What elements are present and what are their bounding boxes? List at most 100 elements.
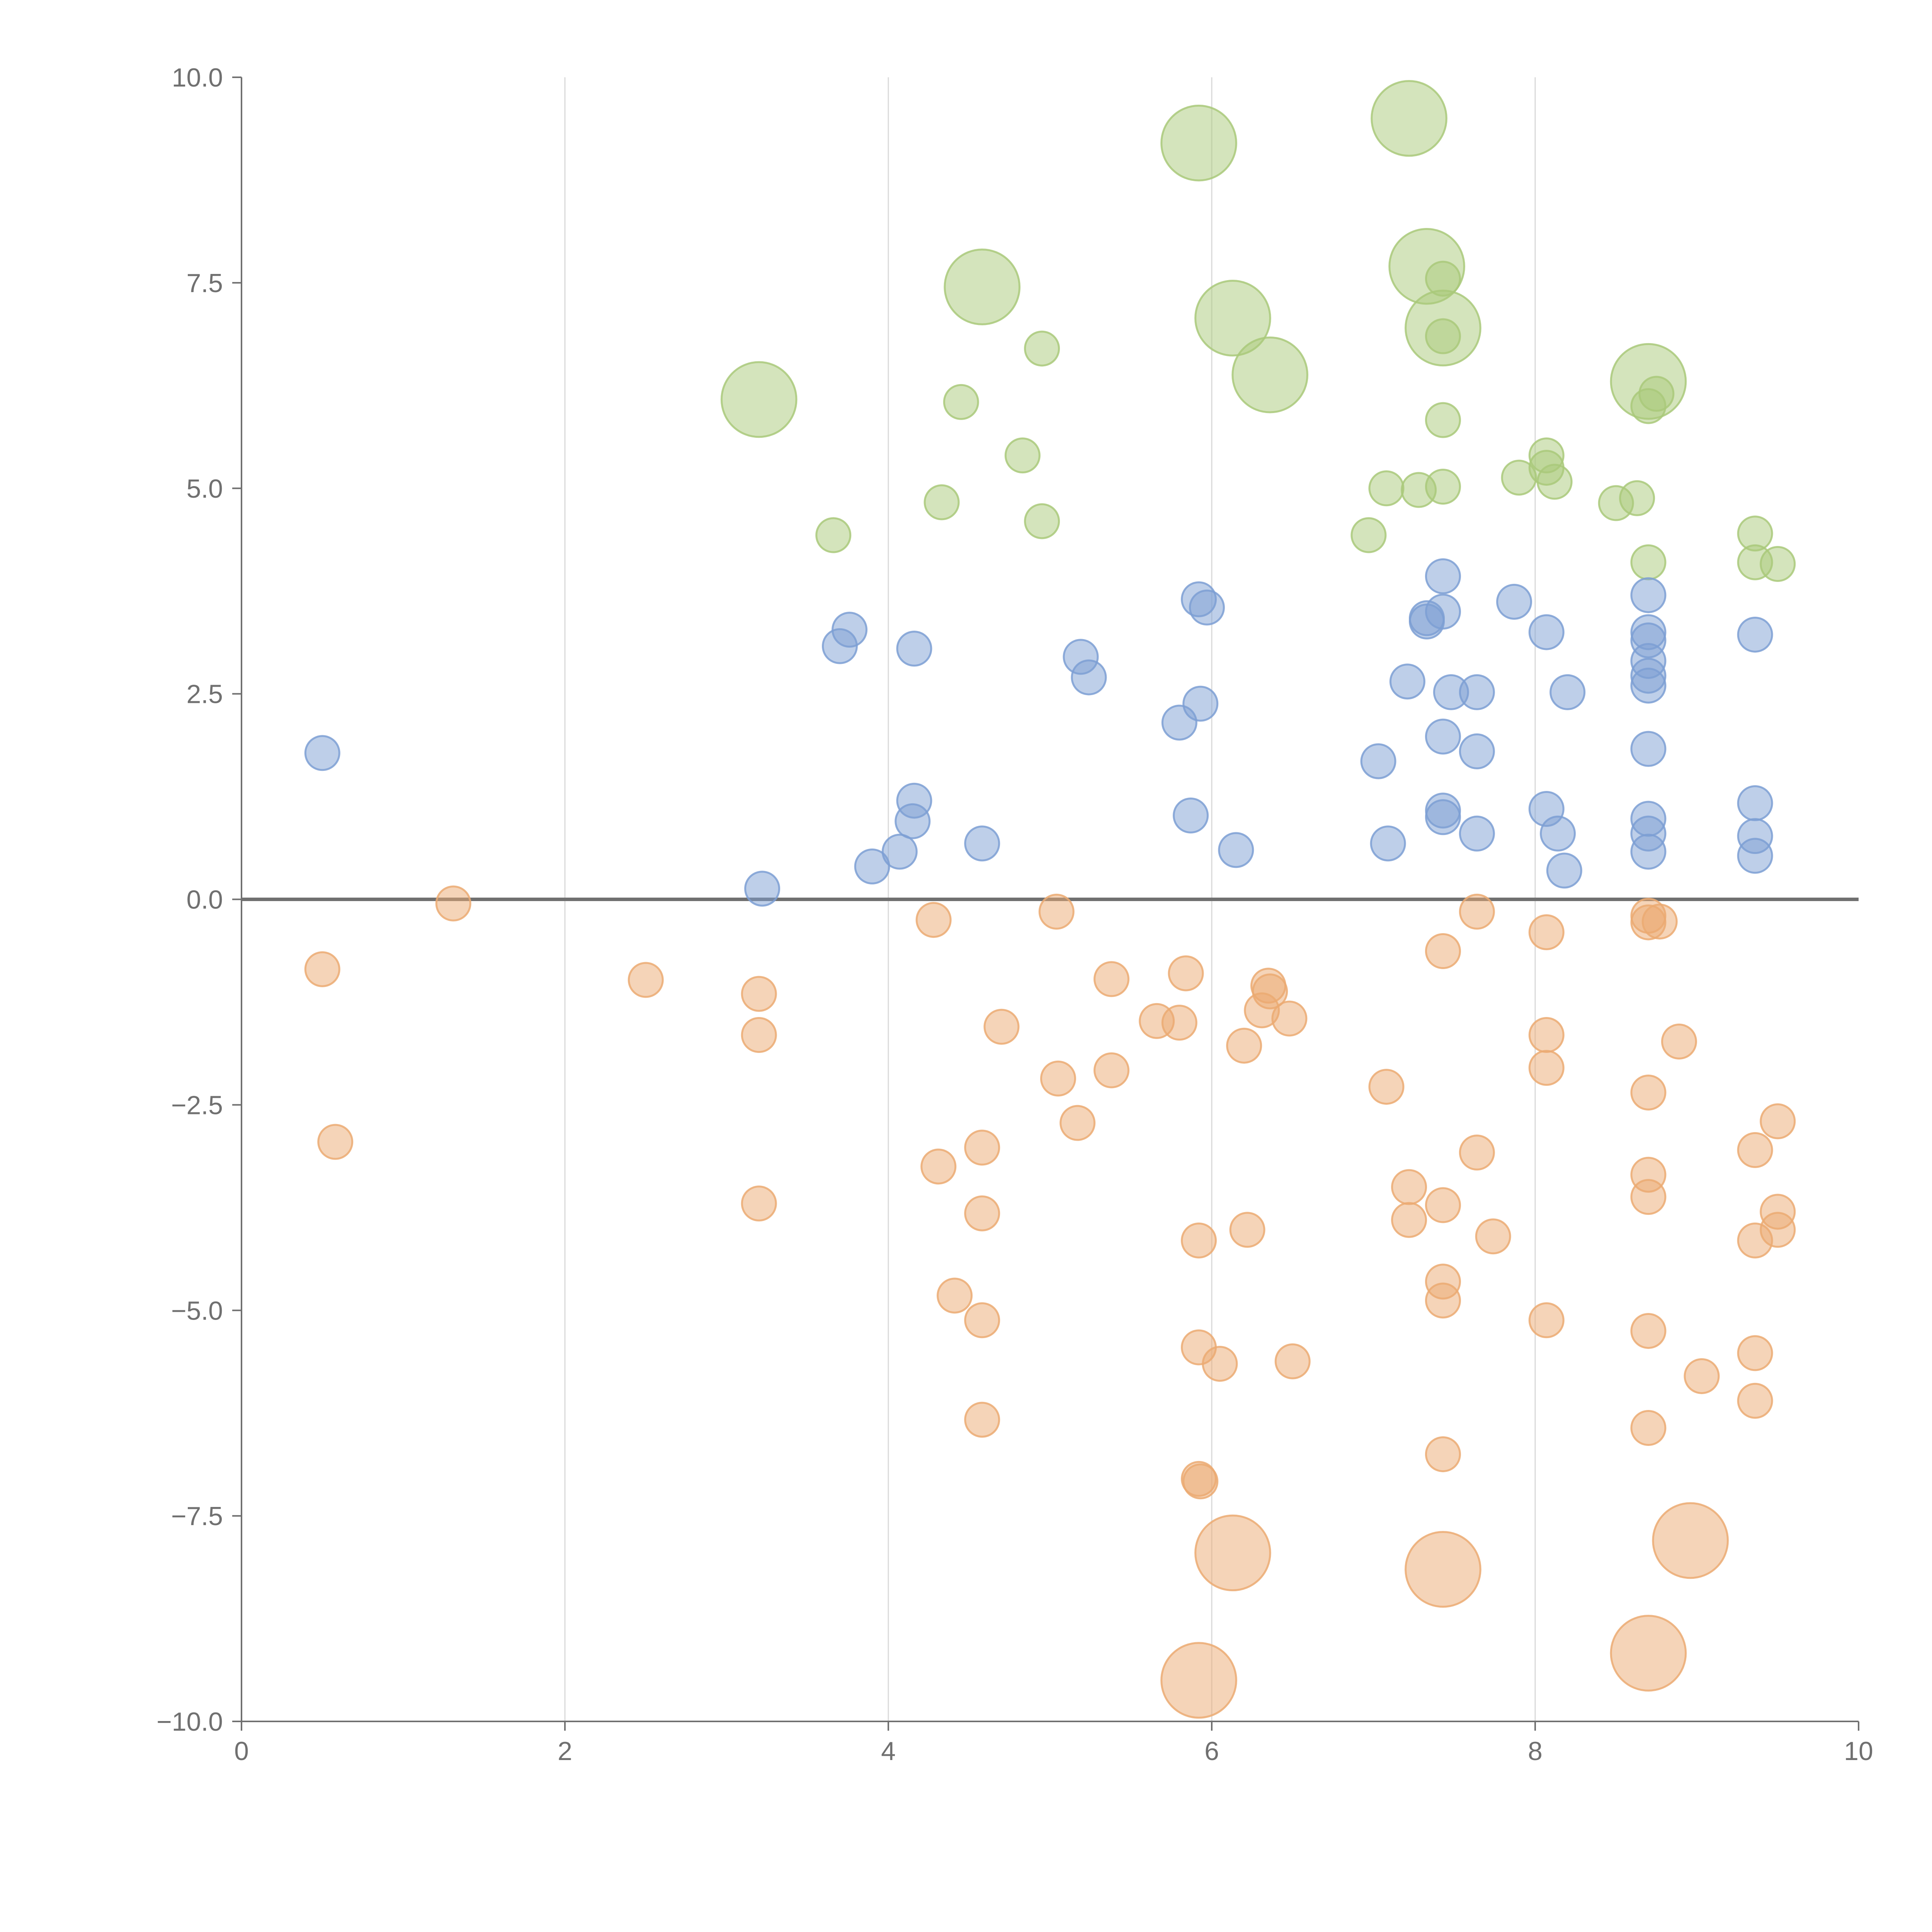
data-point-orange	[741, 1017, 777, 1053]
data-point-orange	[1182, 1463, 1219, 1500]
data-point-blue	[1540, 815, 1576, 852]
data-point-orange	[937, 1277, 973, 1314]
data-point-orange	[1737, 1383, 1773, 1419]
data-point-orange	[1641, 903, 1678, 940]
y-tick-label: −7.5	[171, 1502, 223, 1531]
data-point-orange	[1226, 1027, 1262, 1064]
data-point-orange	[1528, 1050, 1565, 1086]
data-point-orange	[1368, 1069, 1405, 1105]
data-point-blue	[1189, 589, 1225, 626]
data-point-blue	[1737, 785, 1773, 821]
data-point-green	[1536, 464, 1573, 500]
data-point-orange	[1161, 1005, 1197, 1041]
data-point-blue	[1737, 838, 1773, 874]
data-point-orange	[1194, 1514, 1271, 1592]
y-tick-label: 5.0	[186, 474, 223, 503]
data-point-orange	[1528, 1302, 1565, 1338]
data-point-orange	[1528, 914, 1565, 951]
data-point-orange	[1737, 1132, 1773, 1168]
data-point-orange	[964, 1195, 1000, 1231]
series-orange	[304, 885, 1796, 1719]
y-tick-label: 10.0	[172, 63, 223, 92]
data-point-orange	[1459, 893, 1495, 930]
data-point-orange	[920, 1148, 957, 1185]
data-point-green	[1425, 260, 1461, 297]
data-point-blue	[1425, 718, 1461, 755]
data-point-orange	[1684, 1358, 1720, 1394]
x-tick-label: 8	[1528, 1736, 1543, 1766]
data-point-orange	[1652, 1502, 1729, 1579]
data-point-orange	[964, 1129, 1000, 1166]
data-point-green	[1368, 470, 1405, 507]
data-point-blue	[1218, 832, 1254, 868]
data-point-green	[1371, 80, 1447, 157]
data-point-orange	[1630, 1313, 1667, 1349]
data-point-orange	[1202, 1346, 1238, 1382]
data-point-blue	[1425, 558, 1461, 594]
data-point-blue	[1630, 833, 1667, 870]
data-point-orange	[317, 1124, 354, 1160]
data-point-orange	[1661, 1024, 1697, 1060]
data-point-orange	[628, 962, 664, 998]
data-point-orange	[1425, 1436, 1461, 1473]
data-point-blue	[854, 848, 890, 884]
data-point-blue	[1182, 685, 1219, 722]
series-green	[720, 80, 1796, 582]
data-point-orange	[304, 951, 340, 987]
data-point-blue	[964, 825, 1000, 862]
data-point-orange	[1229, 1212, 1265, 1248]
data-point-orange	[1094, 961, 1130, 997]
data-point-blue	[1173, 797, 1209, 833]
data-point-orange	[1094, 1052, 1130, 1088]
x-tick-label: 0	[234, 1736, 249, 1766]
y-tick-label: −5.0	[171, 1296, 223, 1325]
data-point-green	[1501, 459, 1537, 496]
data-point-orange	[915, 902, 952, 938]
data-point-orange	[1630, 1179, 1667, 1215]
data-point-green	[1598, 485, 1634, 521]
data-point-green	[1024, 330, 1060, 367]
data-point-green	[1231, 336, 1308, 413]
data-point-blue	[1528, 614, 1565, 650]
data-point-green	[923, 484, 960, 520]
data-point-orange	[1760, 1103, 1796, 1139]
x-tick-label: 6	[1204, 1736, 1219, 1766]
data-point-orange	[1760, 1212, 1796, 1248]
data-point-blue	[1425, 594, 1461, 630]
data-point-green	[1425, 402, 1461, 438]
data-point-blue	[1389, 663, 1425, 700]
data-point-orange	[1528, 1017, 1565, 1053]
data-point-green	[1160, 104, 1237, 182]
data-point-blue	[304, 735, 340, 771]
data-point-blue	[881, 833, 918, 870]
data-point-orange	[1040, 1060, 1076, 1097]
data-point-green	[1024, 503, 1060, 539]
data-point-green	[720, 361, 798, 438]
y-tick-label: 7.5	[186, 269, 223, 298]
data-point-orange	[1630, 1074, 1667, 1111]
data-point-orange	[983, 1009, 1020, 1045]
data-point-orange	[1630, 1410, 1667, 1446]
data-point-orange	[741, 976, 777, 1012]
data-point-orange	[964, 1401, 1000, 1438]
data-point-orange	[741, 1185, 777, 1222]
data-point-orange	[1271, 1000, 1308, 1037]
data-point-orange	[1274, 1343, 1311, 1379]
data-point-blue	[895, 803, 931, 839]
y-tick-label: 0.0	[186, 885, 223, 915]
data-point-blue	[1630, 577, 1667, 613]
data-point-orange	[1181, 1222, 1217, 1259]
x-tick-label: 2	[558, 1736, 572, 1766]
data-point-orange	[1168, 955, 1204, 992]
data-point-green	[1760, 546, 1796, 582]
data-point-blue	[1546, 852, 1582, 889]
data-point-orange	[1391, 1202, 1427, 1238]
data-point-orange	[1405, 1531, 1481, 1608]
data-point-blue	[1071, 659, 1107, 696]
data-point-green	[815, 517, 852, 553]
data-point-blue	[1360, 743, 1396, 779]
data-point-orange	[1160, 1642, 1237, 1719]
data-point-orange	[1610, 1615, 1687, 1692]
data-point-blue	[1549, 674, 1586, 710]
